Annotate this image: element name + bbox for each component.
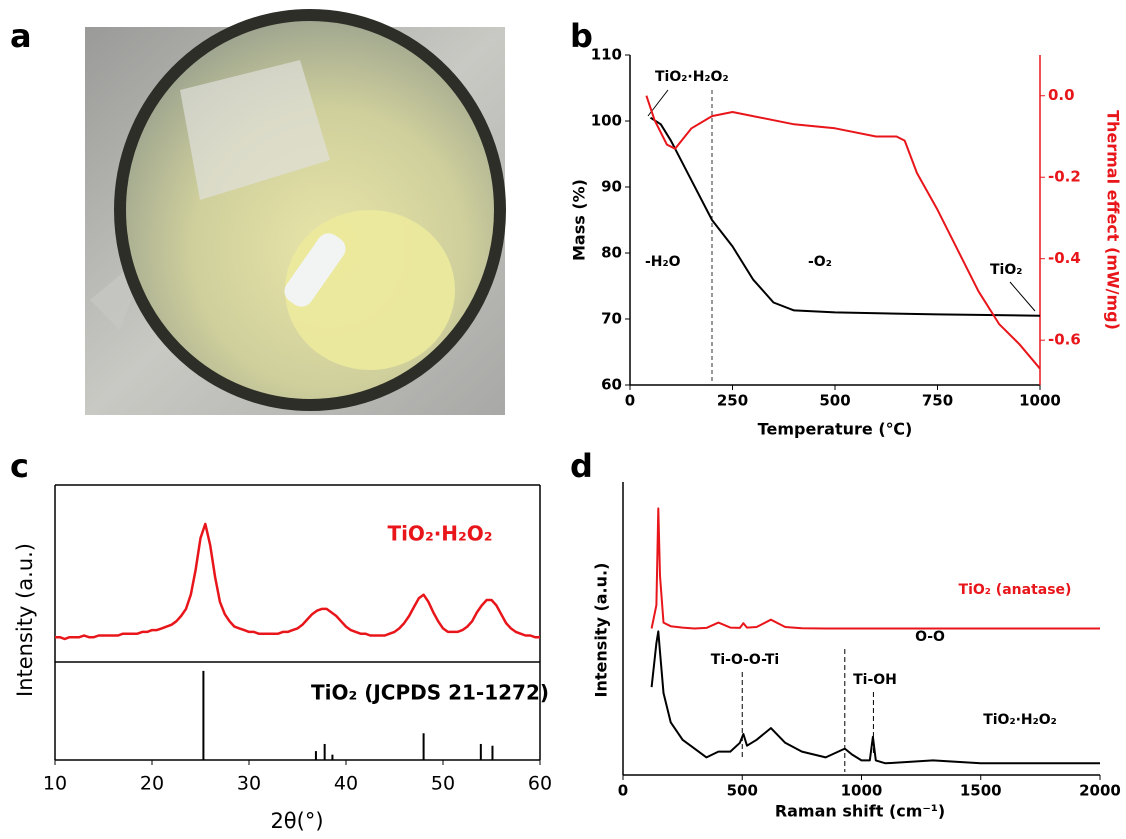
x-tick-label: 1000: [841, 782, 883, 800]
marker-label: Ti-OH: [853, 672, 897, 688]
y2-tick-label: -0.6: [1048, 331, 1081, 349]
panel-label: a: [10, 17, 32, 55]
y-axis-label: Mass (%): [570, 179, 589, 261]
panel-label: d: [570, 447, 593, 485]
y-tick-label: 80: [601, 244, 622, 262]
x-tick-label: 50: [431, 773, 455, 795]
reference-label: TiO₂ (JCPDS 21-1272): [311, 681, 549, 705]
marker-label: O-O: [915, 629, 945, 645]
x-tick-label: 40: [334, 773, 358, 795]
x-tick-label: 0: [625, 392, 635, 410]
series-label: TiO₂·H₂O₂: [387, 522, 492, 546]
series-line: [55, 522, 540, 641]
y2-axis-label: Thermal effect (mW/mg): [1104, 110, 1123, 330]
y-tick-label: 90: [601, 178, 622, 196]
x-tick-label: 30: [237, 773, 261, 795]
annotation: TiO₂: [990, 262, 1022, 278]
photo: [85, 9, 506, 415]
y-tick-label: 100: [591, 112, 622, 130]
y-tick-label: 110: [591, 46, 622, 64]
y-tick-label: 60: [601, 376, 622, 394]
x-tick-label: 1000: [1019, 392, 1061, 410]
x-tick-label: 250: [717, 392, 748, 410]
x-axis-label: 2θ(°): [270, 809, 323, 833]
series-label: TiO₂·H₂O₂: [983, 712, 1057, 728]
x-tick-label: 1500: [960, 782, 1002, 800]
x-tick-label: 20: [140, 773, 164, 795]
y2-tick-label: -0.4: [1048, 249, 1081, 267]
x-tick-label: 500: [819, 392, 850, 410]
annotation: -O₂: [808, 254, 832, 270]
y-tick-label: 70: [601, 310, 622, 328]
marker-label: Ti-O-O-Ti: [711, 652, 779, 668]
series-line: [645, 95, 1041, 370]
annotation: -H₂O: [645, 254, 681, 270]
y2-tick-label: -0.2: [1048, 168, 1081, 186]
panel-label: c: [10, 447, 29, 485]
x-tick-label: 2000: [1079, 782, 1121, 800]
series-label: TiO₂ (anatase): [959, 582, 1072, 598]
x-tick-label: 750: [922, 392, 953, 410]
series-line: [649, 116, 1041, 317]
annotation: TiO₂·H₂O₂: [655, 69, 729, 85]
x-tick-label: 10: [43, 773, 67, 795]
panel-label: b: [570, 17, 593, 55]
series-line: [650, 507, 1100, 630]
x-axis-label: Raman shift (cm⁻¹): [775, 802, 945, 821]
x-axis-label: Temperature (℃): [758, 420, 913, 439]
y-axis-label: Intensity (a.u.): [592, 563, 611, 698]
stir-bar: [284, 233, 346, 307]
foil-reflection: [180, 60, 330, 200]
x-tick-label: 60: [528, 773, 552, 795]
annotation-arrow: [1009, 281, 1036, 312]
x-tick-label: 500: [727, 782, 758, 800]
y-axis-label: Intensity (a.u.): [13, 543, 37, 697]
y2-tick-label: 0.0: [1048, 86, 1075, 104]
x-tick-label: 0: [618, 782, 628, 800]
